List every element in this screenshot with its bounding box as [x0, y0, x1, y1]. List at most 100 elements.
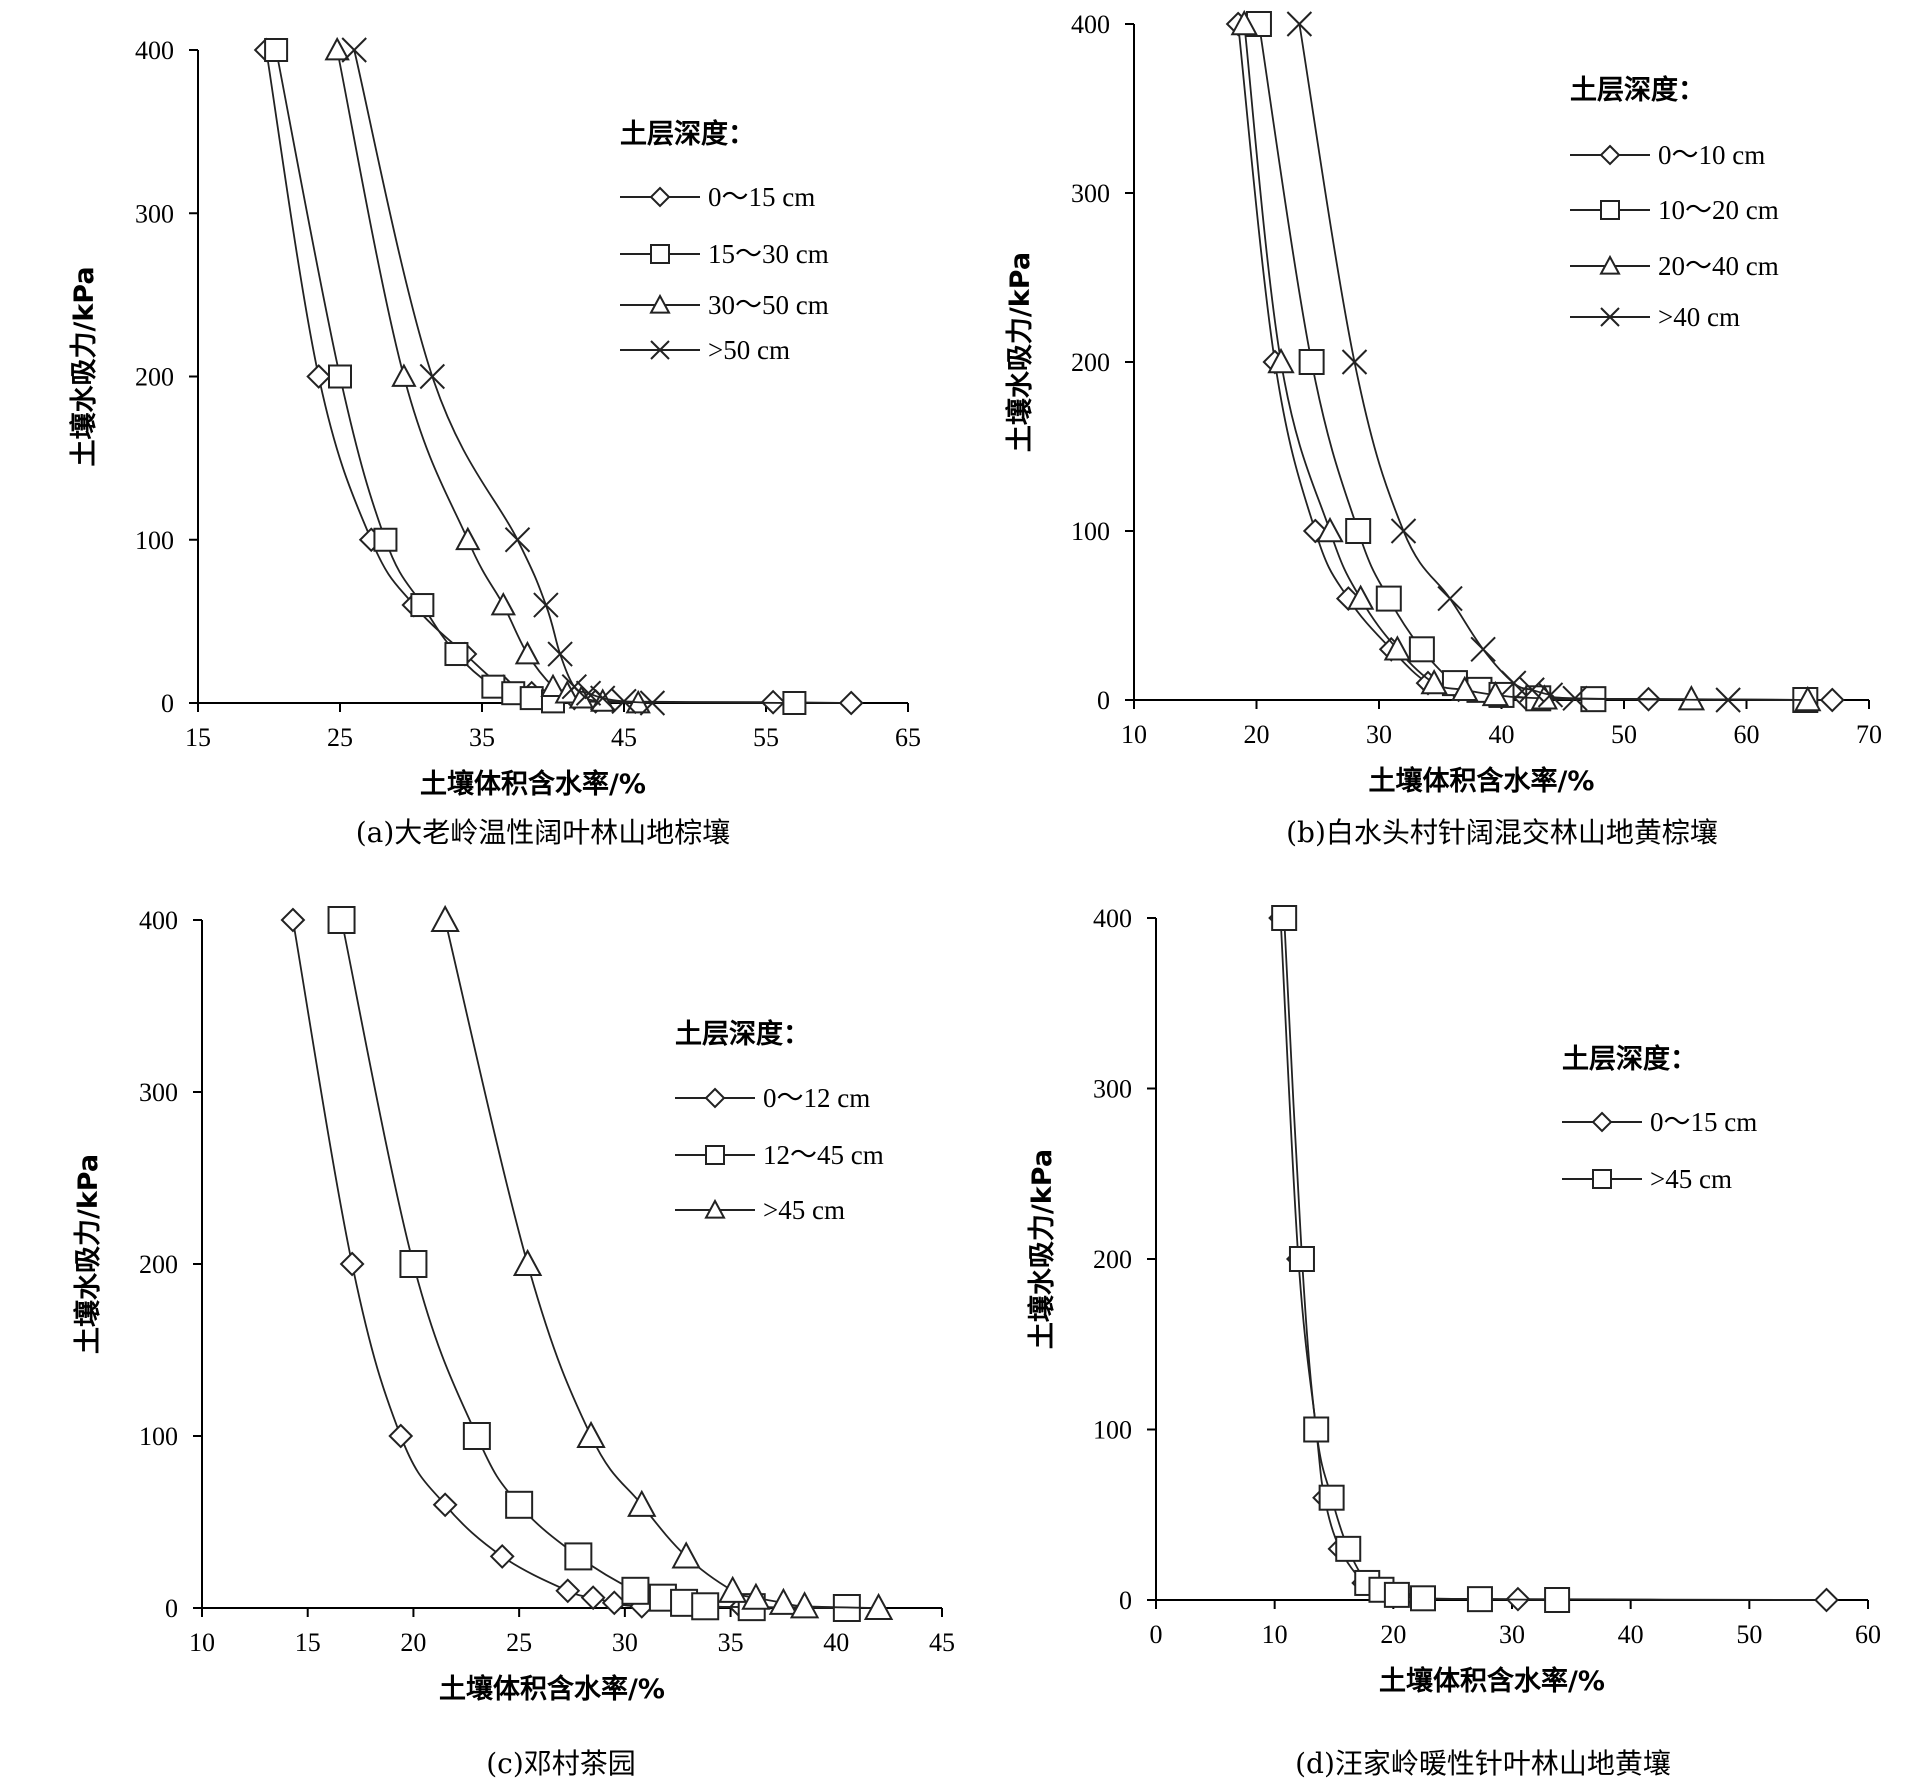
data-point [1303, 1416, 1330, 1443]
data-point [789, 1591, 820, 1619]
chart-panel-4: 0 10 20 30 40 50 60 0 100 200 300 400 土壤体积含水率/% 土壤水吸力… [1026, 904, 1881, 1780]
data-point [1819, 687, 1845, 713]
legend-item: 0～15 cm [620, 182, 815, 212]
y-tick-label: 300 [1071, 179, 1110, 208]
data-point [419, 363, 446, 390]
legend-marker [1599, 144, 1621, 166]
legend-item: 0～12 cm [675, 1083, 870, 1113]
y-tick-label: 0 [161, 689, 174, 718]
data-point [373, 527, 398, 552]
x-tick-label: 40 [823, 1628, 849, 1657]
legend: 土层深度： 0～10 cm 10～20 cm 20～40 cm >40 cm [1570, 74, 1779, 332]
data-point [399, 1250, 428, 1278]
data-point [1271, 905, 1298, 931]
series-line [1237, 23, 1833, 701]
data-point [564, 1542, 593, 1571]
legend-marker [1600, 307, 1620, 327]
x-tick-label: 20 [1380, 1620, 1406, 1649]
y-tick-label: 400 [135, 36, 174, 65]
legend-label: >45 cm [763, 1195, 845, 1225]
data-point [627, 1489, 657, 1517]
data-point [391, 363, 417, 387]
legend-label: >45 cm [1650, 1164, 1732, 1194]
data-point [1501, 670, 1527, 696]
series-line [1298, 23, 1729, 701]
series-2 [1245, 11, 1819, 713]
x-tick-label: 50 [1611, 720, 1637, 749]
data-point [432, 1492, 458, 1518]
y-tick-label: 100 [135, 526, 174, 555]
data-point [589, 685, 616, 711]
x-tick-label: 15 [295, 1628, 321, 1657]
legend-label: >40 cm [1658, 302, 1740, 332]
y-axis-title: 土壤水吸力/kPa [72, 1154, 104, 1354]
data-point [1267, 347, 1295, 374]
series-1 [1268, 905, 1839, 1613]
data-point [306, 364, 332, 389]
series-2 [264, 38, 807, 715]
data-point [455, 526, 481, 551]
data-point [741, 1582, 771, 1610]
x-tick-label: 25 [506, 1628, 532, 1657]
data-point [504, 527, 531, 553]
x-tick-label: 30 [612, 1628, 638, 1657]
data-point [462, 1422, 491, 1450]
data-point [576, 1420, 606, 1449]
legend-label: 15～30 cm [708, 239, 829, 269]
x-tick-label: 30 [1366, 720, 1392, 749]
legend-marker [1591, 1111, 1613, 1133]
data-point [1383, 635, 1412, 661]
legend-marker [650, 340, 670, 360]
legend-item: 15～30 cm [620, 239, 829, 269]
data-point [1794, 685, 1822, 712]
legend-title: 土层深度： [1570, 74, 1705, 106]
x-tick-label: 50 [1736, 1620, 1762, 1649]
data-point [1410, 1585, 1436, 1612]
data-point [1470, 636, 1496, 663]
legend-item: >45 cm [675, 1195, 845, 1225]
legend-title: 土层深度： [620, 118, 755, 150]
data-point [1288, 1246, 1315, 1272]
data-point [768, 1587, 799, 1615]
data-point [1519, 677, 1545, 703]
data-point [1544, 1587, 1571, 1613]
series-line [1243, 23, 1808, 701]
chart-panel-2: 10 20 30 40 50 60 70 0 100 200 300 400 土壤体积含水率/% 土壤水吸… [1004, 9, 1882, 849]
legend-label: 30～50 cm [708, 290, 829, 320]
data-point [1341, 349, 1368, 375]
x-tick-label: 25 [327, 723, 353, 752]
x-tick-label: 55 [753, 723, 779, 752]
data-point [324, 36, 350, 61]
series-line [336, 49, 639, 704]
data-point [575, 680, 602, 706]
x-tick-label: 45 [929, 1628, 955, 1657]
legend-label: 12～45 cm [763, 1140, 884, 1170]
legend: 土层深度： 0～12 cm 12～45 cm >45 cm [675, 1018, 884, 1225]
series-line [1279, 917, 1827, 1601]
data-point [555, 1578, 581, 1604]
data-point [1562, 685, 1588, 712]
x-tick-label: 40 [1489, 720, 1515, 749]
y-tick-label: 0 [1097, 686, 1110, 715]
legend-label: 20～40 cm [1658, 251, 1779, 281]
data-point [639, 690, 666, 716]
data-point [611, 688, 637, 715]
legend-item: >40 cm [1570, 302, 1740, 332]
x-tick-label: 35 [469, 723, 495, 752]
y-tick-label: 200 [135, 363, 174, 392]
legend-marker [704, 1087, 726, 1109]
data-point [1715, 687, 1741, 713]
data-point [280, 907, 306, 933]
legend-item: 30～50 cm [620, 290, 829, 320]
data-point [1677, 685, 1706, 711]
series-line [265, 49, 852, 704]
data-point [671, 1541, 701, 1569]
legend-item: >45 cm [1562, 1164, 1732, 1194]
legend: 土层深度： 0～15 cm >45 cm [1562, 1043, 1757, 1194]
chart-panel-3: 10 15 20 25 30 35 40 45 0 100 200 300 400 土壤体积含水率/% 土壤… [72, 904, 955, 1780]
x-axis-title: 土壤体积含水率/% [1379, 1665, 1605, 1697]
data-point [490, 591, 516, 616]
legend-marker [1599, 254, 1621, 275]
x-axis-title: 土壤体积含水率/% [439, 1673, 665, 1705]
